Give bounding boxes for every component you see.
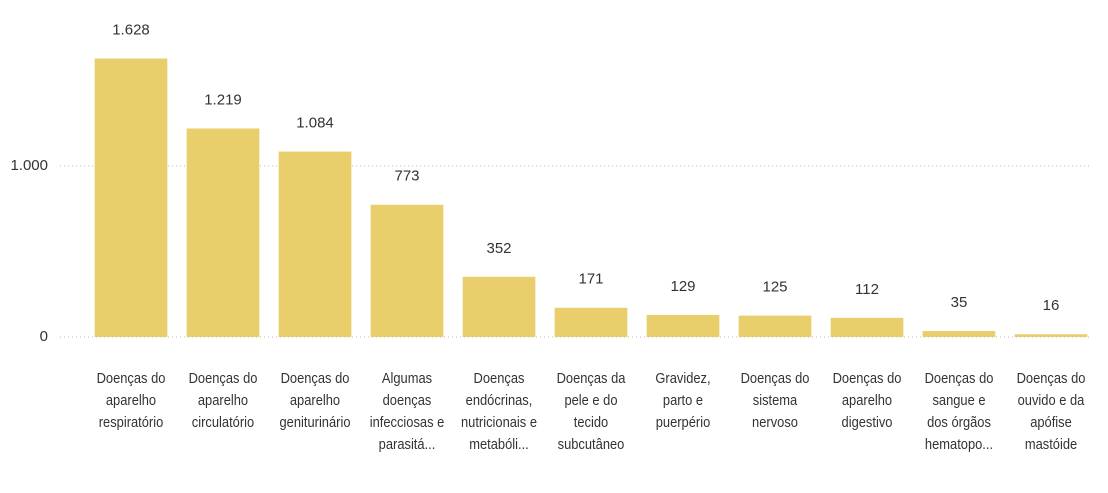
- data-label: 352: [486, 240, 511, 257]
- y-tick-label: 0: [40, 328, 48, 345]
- data-label: 1.084: [296, 115, 334, 132]
- bar: [94, 58, 168, 338]
- x-tick-label: Doenças endócrinas, nutricionais e metab…: [460, 370, 538, 453]
- bar: [278, 151, 352, 337]
- x-tick-label: Doenças do ouvido e da apófise mastóide: [1016, 370, 1086, 453]
- data-label: 1.628: [112, 21, 150, 38]
- data-label: 112: [855, 281, 879, 298]
- bar: [186, 128, 260, 337]
- bar: [1014, 334, 1088, 337]
- bar: [462, 276, 536, 337]
- data-label: 16: [1043, 297, 1060, 314]
- bar: [370, 204, 444, 337]
- bar: [922, 331, 996, 337]
- data-label: 35: [951, 294, 968, 311]
- bar: [646, 314, 720, 337]
- x-tick-label: Doenças do aparelho respiratório: [96, 370, 166, 431]
- x-tick-label: Doenças do aparelho circulatório: [188, 370, 258, 431]
- x-tick-label: Doenças do aparelho geniturinário: [279, 370, 351, 431]
- bar: [830, 317, 904, 337]
- x-tick-label: Doenças do sistema nervoso: [740, 370, 810, 431]
- data-label: 129: [670, 278, 695, 295]
- bar: [738, 315, 812, 337]
- x-tick-label: Algumas doenças infecciosas e parasitá..…: [369, 370, 445, 453]
- x-tick-label: Gravidez, parto e puerpério: [655, 370, 711, 431]
- data-label: 1.219: [204, 91, 242, 108]
- x-tick-label: Doenças da pele e do tecido subcutâneo: [556, 370, 626, 453]
- y-tick-label: 1.000: [10, 157, 48, 174]
- x-tick-label: Doenças do aparelho digestivo: [832, 370, 902, 431]
- bar: [554, 307, 628, 337]
- data-label: 171: [578, 271, 603, 288]
- data-label: 125: [762, 279, 787, 296]
- x-tick-label: Doenças do sangue e dos órgãos hematopo.…: [924, 370, 994, 453]
- data-label: 773: [394, 168, 419, 185]
